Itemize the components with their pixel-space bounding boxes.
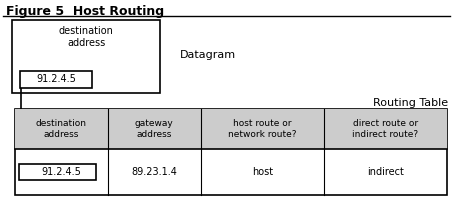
Text: Routing Table: Routing Table	[373, 98, 448, 108]
Text: gateway
address: gateway address	[135, 119, 173, 139]
Text: host: host	[252, 167, 273, 177]
Text: 91.2.4.5: 91.2.4.5	[36, 75, 76, 85]
Text: 89.23.1.4: 89.23.1.4	[131, 167, 177, 177]
Text: 91.2.4.5: 91.2.4.5	[42, 167, 82, 177]
Text: destination
address: destination address	[36, 119, 87, 139]
Text: destination
address: destination address	[58, 26, 113, 47]
Text: Datagram: Datagram	[180, 50, 236, 60]
Bar	[20, 71, 92, 88]
Bar	[12, 20, 160, 93]
Bar	[15, 109, 447, 195]
Bar	[15, 109, 447, 149]
Bar	[19, 164, 96, 180]
Text: direct route or
indirect route?: direct route or indirect route?	[352, 119, 419, 139]
Text: host route or
network route?: host route or network route?	[228, 119, 297, 139]
Text: indirect: indirect	[367, 167, 404, 177]
Text: Figure 5  Host Routing: Figure 5 Host Routing	[6, 5, 164, 18]
